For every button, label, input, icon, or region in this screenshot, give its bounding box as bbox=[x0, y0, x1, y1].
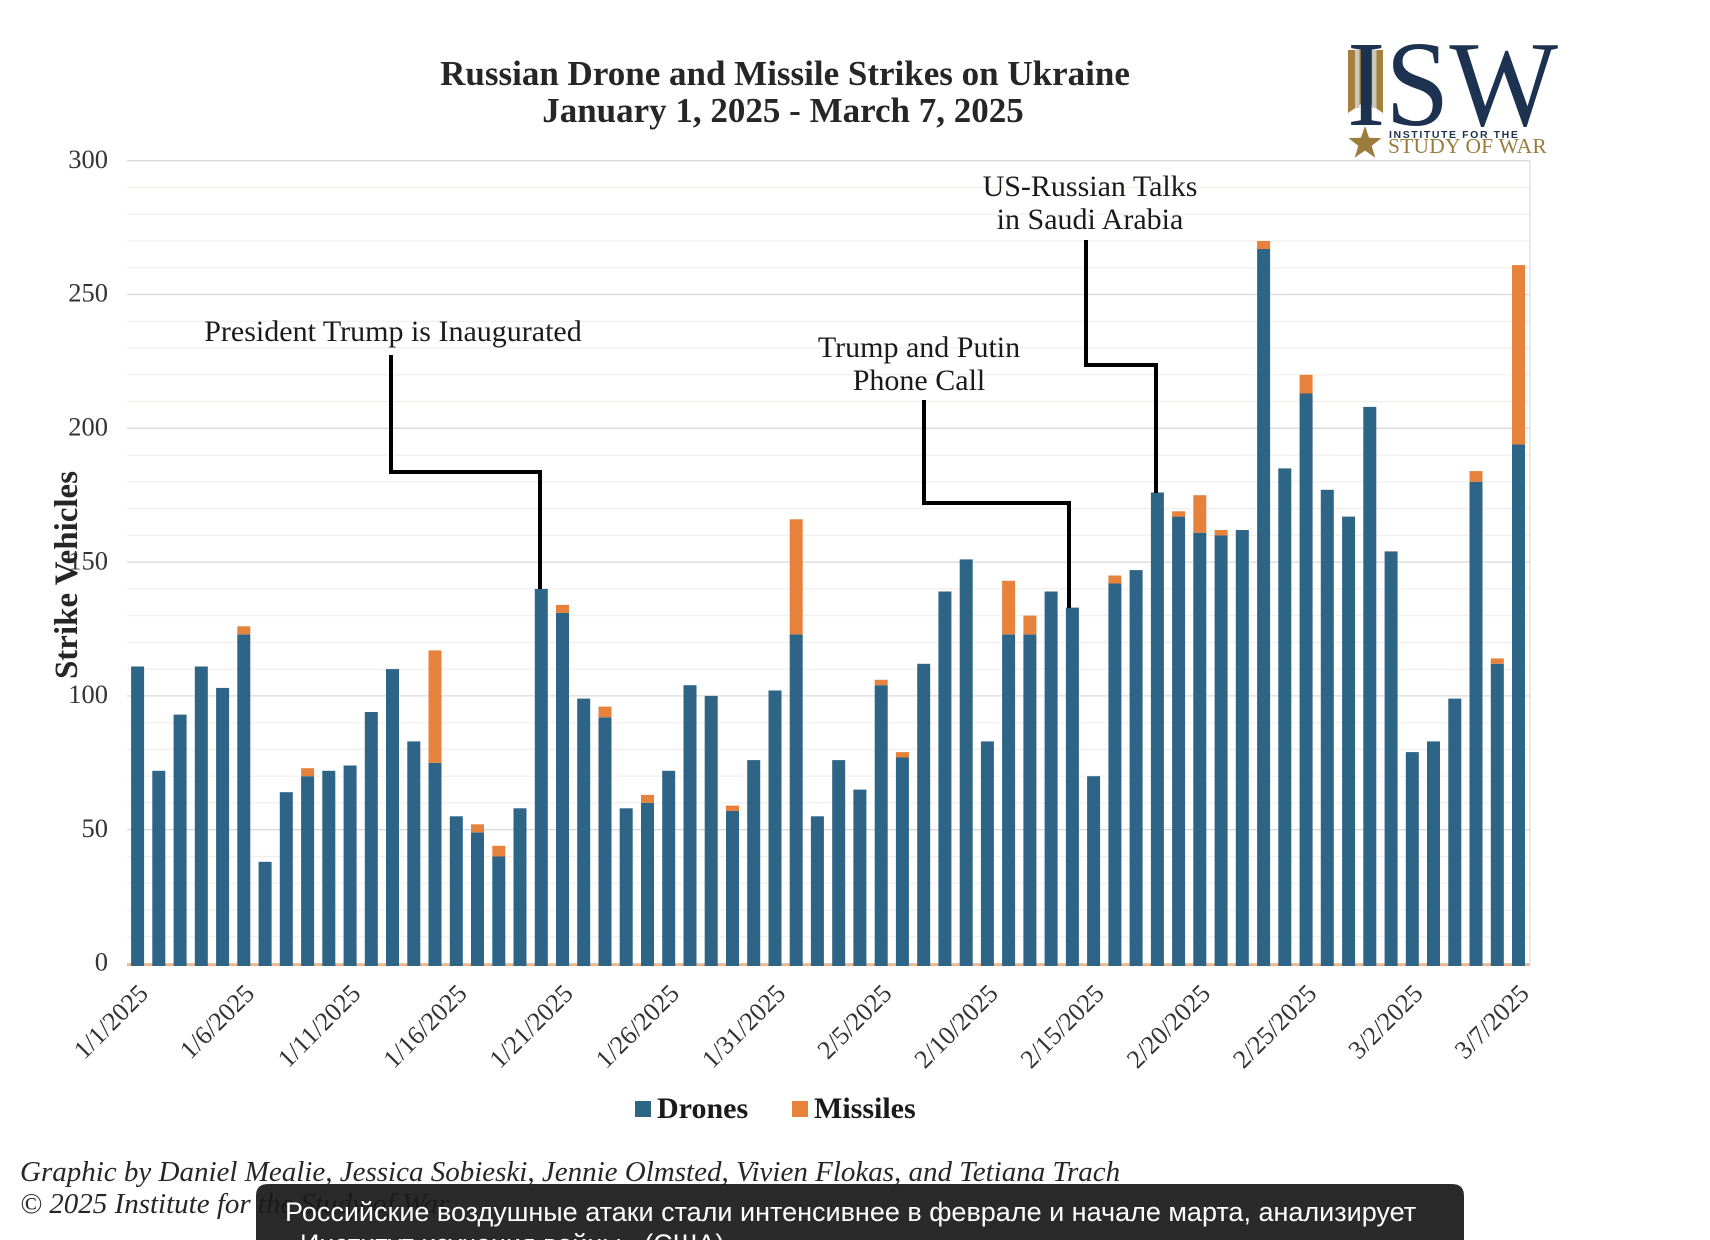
svg-text:150: 150 bbox=[68, 545, 108, 575]
svg-text:STUDY OF WAR: STUDY OF WAR bbox=[1388, 134, 1547, 158]
svg-text:100: 100 bbox=[68, 679, 108, 709]
svg-text:Phone Call: Phone Call bbox=[853, 364, 986, 397]
svg-text:Graphic by Daniel Mealie, Jess: Graphic by Daniel Mealie, Jessica Sobies… bbox=[20, 1156, 1120, 1188]
svg-text:Strike Vehicles: Strike Vehicles bbox=[49, 471, 85, 679]
svg-text:300: 300 bbox=[68, 144, 108, 174]
svg-text:US-Russian Talks: US-Russian Talks bbox=[983, 170, 1198, 203]
svg-text:250: 250 bbox=[68, 278, 108, 308]
svg-text:INSTITUTE FOR THE: INSTITUTE FOR THE bbox=[1389, 129, 1519, 141]
svg-text:President Trump is Inaugurated: President Trump is Inaugurated bbox=[204, 315, 581, 348]
svg-text:0: 0 bbox=[95, 947, 108, 977]
svg-text:Missiles: Missiles bbox=[814, 1092, 916, 1125]
svg-text:200: 200 bbox=[68, 412, 108, 442]
svg-text:Российские воздушные атаки ста: Российские воздушные атаки стали интенси… bbox=[285, 1197, 1416, 1227]
svg-text:Trump and Putin: Trump and Putin bbox=[818, 331, 1020, 364]
svg-text:in Saudi Arabia: in Saudi Arabia bbox=[997, 203, 1184, 236]
svg-text:«Институт изучения войны» (США: «Институт изучения войны» (США) bbox=[285, 1229, 724, 1240]
svg-text:Drones: Drones bbox=[657, 1092, 748, 1125]
svg-text:January 1, 2025 - March 7, 202: January 1, 2025 - March 7, 2025 bbox=[542, 91, 1024, 130]
svg-text:Russian Drone and Missile Stri: Russian Drone and Missile Strikes on Ukr… bbox=[440, 54, 1130, 93]
svg-text:50: 50 bbox=[82, 813, 109, 843]
svg-text:ISW: ISW bbox=[1347, 17, 1558, 152]
